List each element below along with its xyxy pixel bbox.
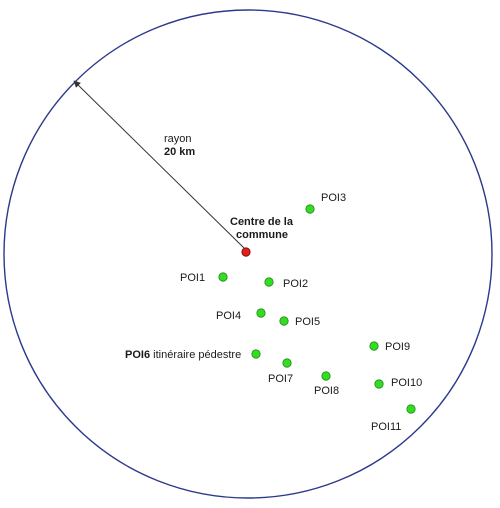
center-label-line2: commune	[236, 229, 288, 241]
poi8-label: POI8	[314, 385, 339, 397]
poi6-label: POI6 itinéraire pédestre	[125, 349, 241, 361]
poi7-label: POI7	[268, 373, 293, 385]
radius-boundary-circle	[3, 9, 493, 499]
poi2-marker	[264, 277, 274, 287]
poi11-label: POI11	[371, 421, 401, 433]
poi10-marker	[374, 379, 384, 389]
poi5-label: POI5	[295, 316, 320, 328]
radius-arrow	[73, 80, 245, 249]
poi4-marker	[256, 308, 266, 318]
poi3-marker	[305, 204, 315, 214]
poi6-name: POI6	[125, 349, 150, 361]
poi10-label: POI10	[391, 377, 422, 389]
radius-label: rayon	[164, 133, 192, 145]
poi9-marker	[369, 341, 379, 351]
poi3-label: POI3	[321, 192, 346, 204]
poi6-marker	[251, 349, 261, 359]
poi-layer: POI1 POI2 POI3 POI4 POI5 POI6 itinéraire péde…	[125, 192, 422, 433]
poi7-marker	[282, 358, 292, 368]
radius-value: 20 km	[164, 146, 195, 158]
center-marker	[241, 247, 251, 257]
poi4-label: POI4	[216, 310, 241, 322]
poi1-marker	[218, 272, 228, 282]
poi2-label: POI2	[283, 278, 308, 290]
poi8-marker	[321, 371, 331, 381]
poi1-label: POI1	[180, 272, 205, 284]
poi11-marker	[406, 404, 416, 414]
poi5-marker	[279, 316, 289, 326]
center-label-line1: Centre de la	[230, 216, 294, 228]
poi9-label: POI9	[385, 341, 410, 353]
poi6-description: itinéraire pédestre	[150, 349, 241, 361]
